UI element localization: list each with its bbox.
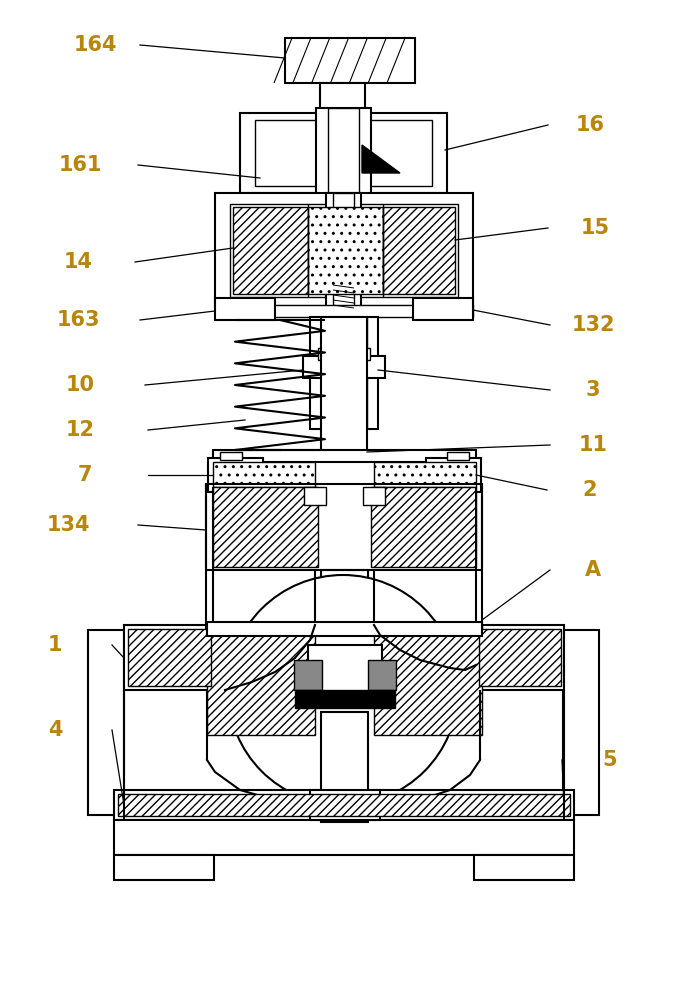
Text: A: A <box>585 560 601 580</box>
Bar <box>213 462 315 487</box>
Bar <box>326 370 362 388</box>
Bar <box>220 452 242 460</box>
Text: 15: 15 <box>581 218 609 238</box>
Bar <box>318 348 370 360</box>
Bar <box>326 193 361 308</box>
Bar <box>371 487 476 567</box>
Bar <box>563 630 599 815</box>
Bar <box>124 625 564 690</box>
Text: 3: 3 <box>586 380 600 400</box>
Text: 161: 161 <box>58 155 102 175</box>
Bar <box>310 317 378 429</box>
Bar <box>233 207 308 294</box>
Bar <box>230 204 458 297</box>
Text: 10: 10 <box>65 375 95 395</box>
Bar <box>310 790 380 820</box>
Bar <box>383 207 455 294</box>
Bar <box>308 207 383 294</box>
Text: 164: 164 <box>74 35 117 55</box>
Text: 134: 134 <box>46 515 90 535</box>
Bar <box>128 629 211 686</box>
Bar <box>215 305 473 317</box>
Bar <box>213 450 476 462</box>
Bar <box>304 487 326 505</box>
Text: 16: 16 <box>576 115 605 135</box>
Bar <box>368 660 396 690</box>
Bar <box>295 690 395 708</box>
Bar <box>316 108 371 196</box>
Bar <box>114 855 214 880</box>
Polygon shape <box>362 145 400 173</box>
Text: 5: 5 <box>602 750 618 770</box>
Bar <box>333 193 354 308</box>
Text: 4: 4 <box>48 720 63 740</box>
Bar <box>208 458 263 492</box>
Bar <box>215 193 473 306</box>
Bar <box>413 298 473 320</box>
Text: 1: 1 <box>48 635 63 655</box>
Bar <box>303 356 385 378</box>
Bar <box>321 317 367 452</box>
Bar <box>447 452 469 460</box>
Text: 132: 132 <box>572 315 615 335</box>
Text: 12: 12 <box>65 420 95 440</box>
Bar <box>474 855 574 880</box>
Bar <box>328 108 359 196</box>
Bar <box>114 790 574 820</box>
Bar <box>321 317 367 429</box>
Text: 7: 7 <box>78 465 92 485</box>
Bar <box>207 622 482 636</box>
Text: 11: 11 <box>578 435 607 455</box>
Bar <box>88 630 124 815</box>
Bar <box>374 462 476 487</box>
Bar <box>114 820 574 855</box>
Bar <box>479 629 561 686</box>
Text: 2: 2 <box>583 480 597 500</box>
Bar <box>294 660 322 690</box>
Bar <box>215 298 275 320</box>
Bar <box>321 712 368 822</box>
Text: 163: 163 <box>56 310 100 330</box>
Bar <box>321 570 368 670</box>
Bar <box>308 645 382 700</box>
Bar <box>207 625 315 735</box>
Bar <box>213 487 318 567</box>
Bar <box>374 625 482 735</box>
Text: 14: 14 <box>63 252 93 272</box>
Bar <box>320 83 365 113</box>
Circle shape <box>228 575 458 805</box>
Bar <box>240 113 447 193</box>
Bar <box>426 458 481 492</box>
Bar <box>118 794 570 816</box>
Bar <box>285 38 415 83</box>
Bar <box>255 120 432 186</box>
Bar <box>363 487 385 505</box>
Bar <box>206 484 482 570</box>
